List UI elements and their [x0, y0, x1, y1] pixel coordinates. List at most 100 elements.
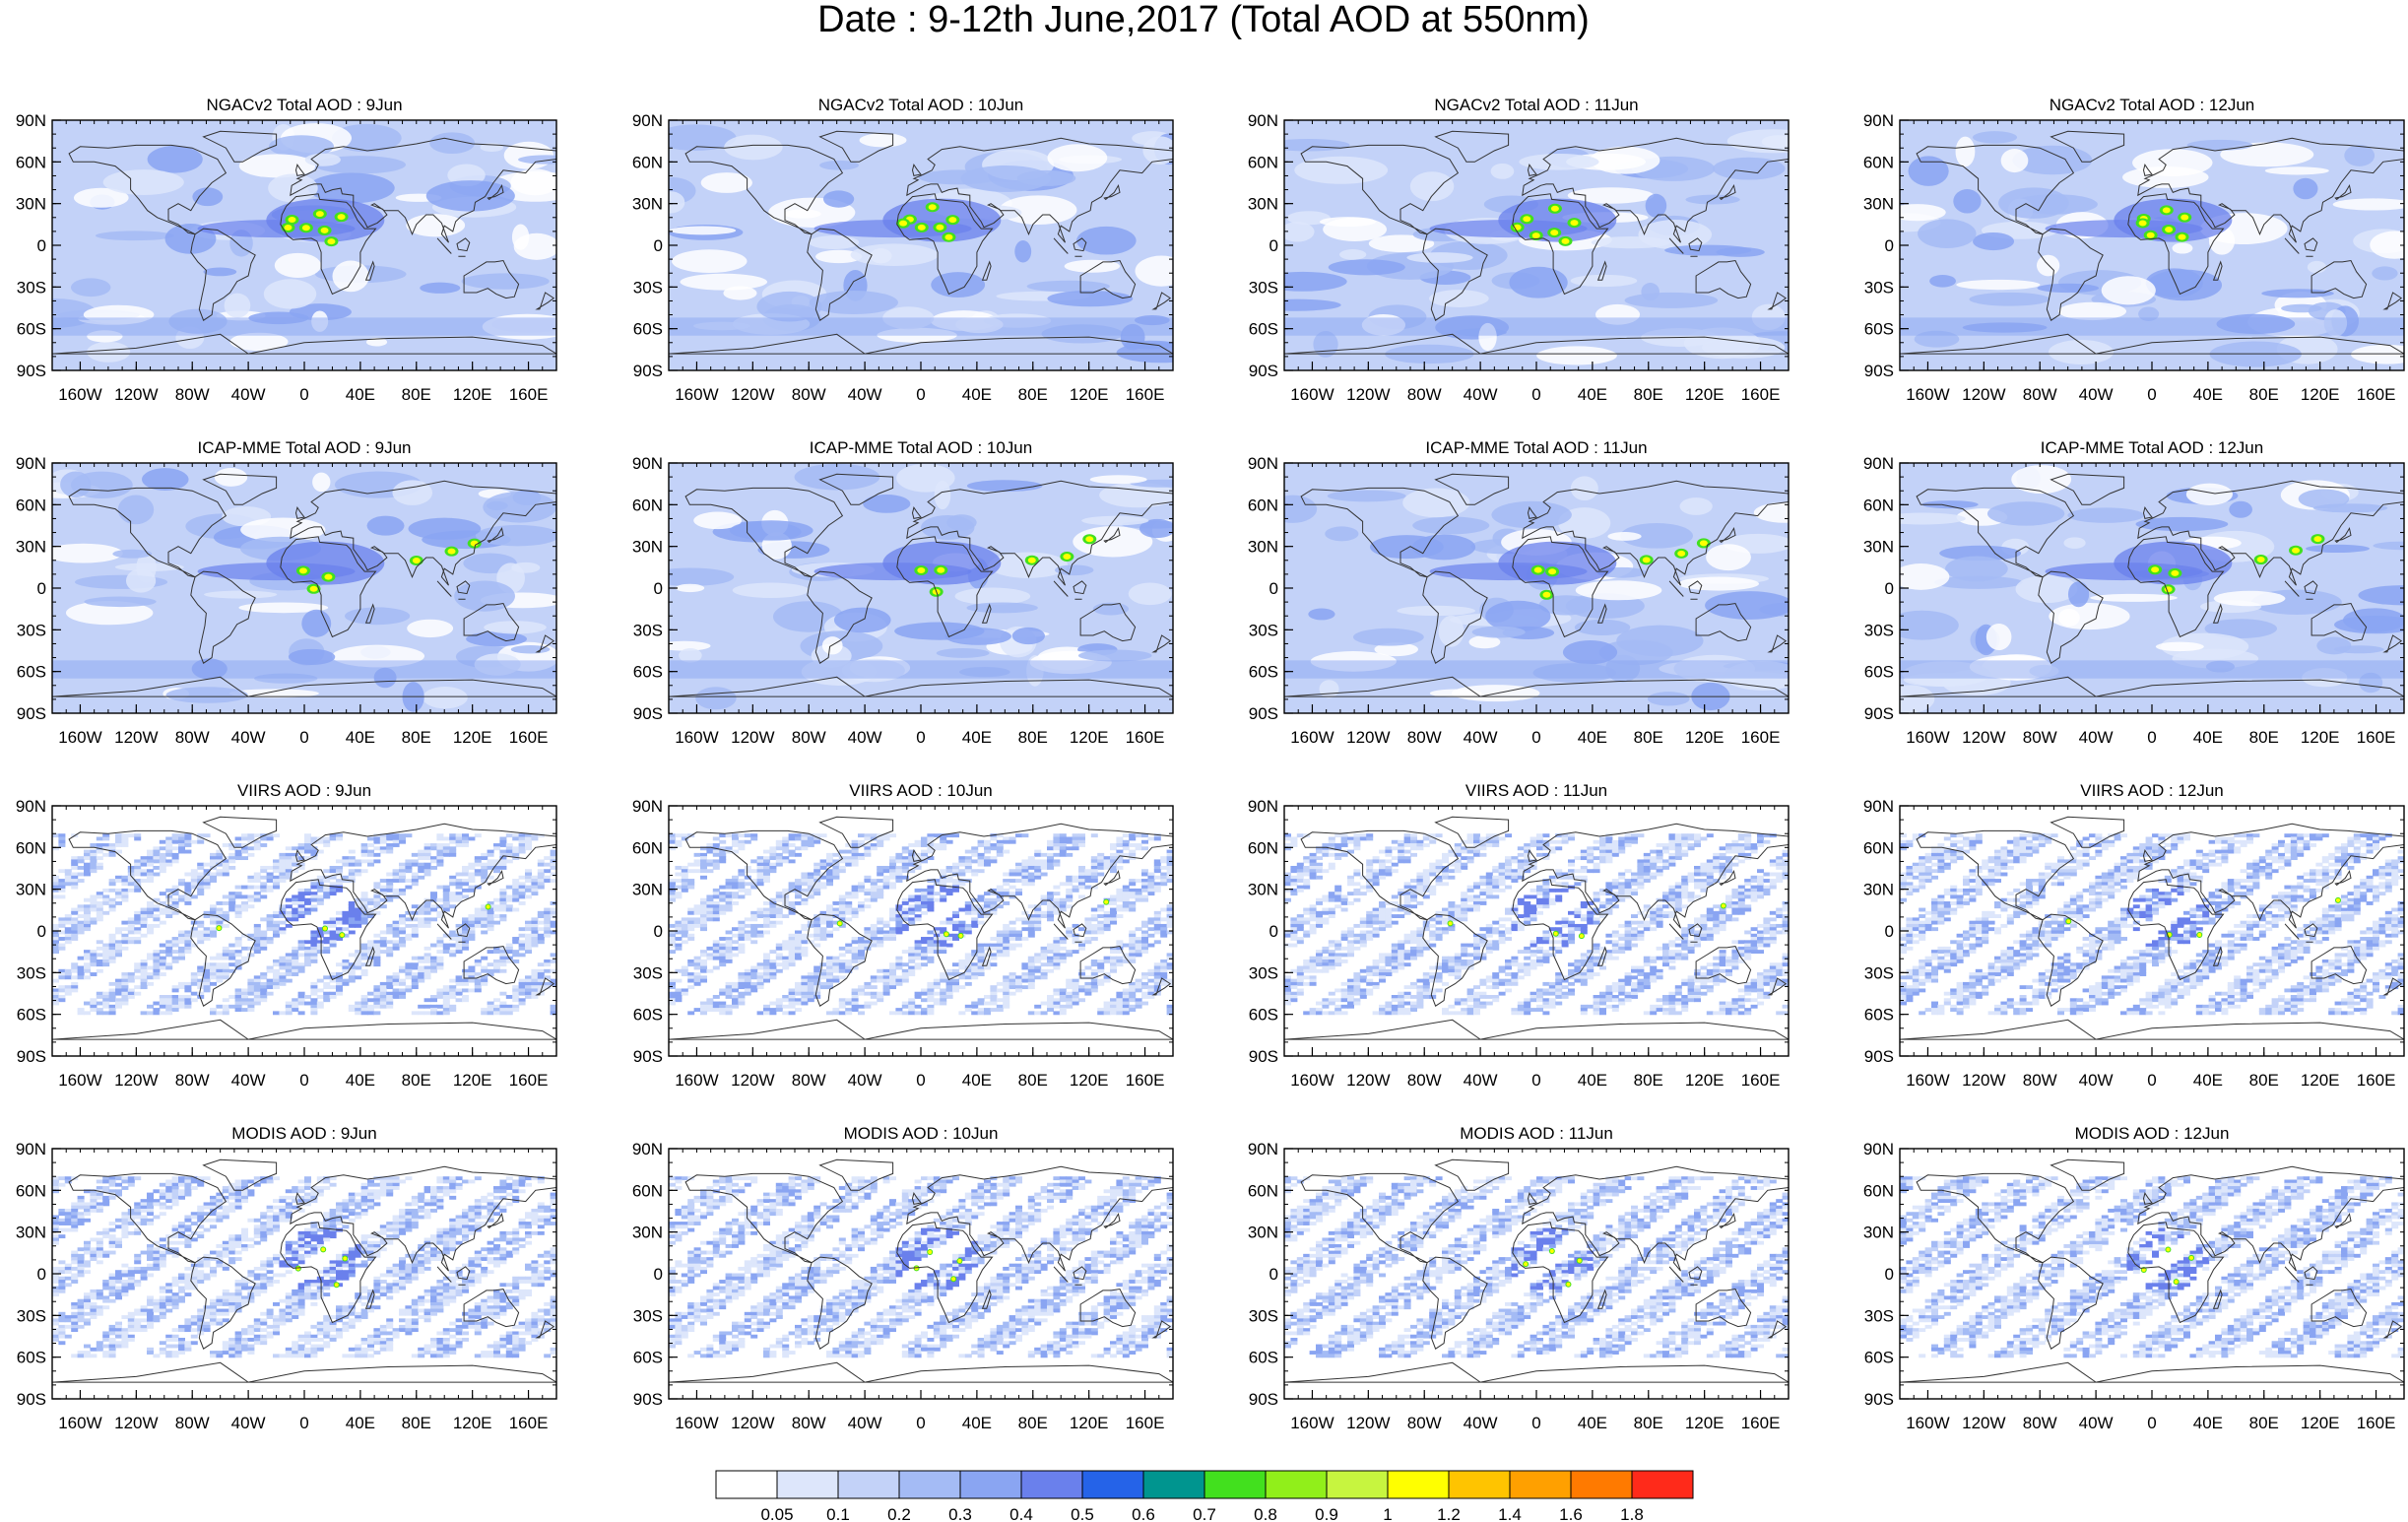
lat-tick-label: 60N	[1248, 838, 1278, 857]
lat-tick-label: 60N	[632, 153, 663, 171]
lat-tick-label: 30S	[1249, 278, 1278, 297]
lon-tick-label: 80E	[1018, 728, 1048, 747]
lon-tick-label: 120W	[114, 385, 158, 404]
lat-tick-label: 30N	[16, 881, 46, 899]
map-panel: NGACv2 Total AOD : 10Jun 90N 60N 30N 0 30S 60S…	[632, 96, 1174, 404]
lat-tick-label: 30N	[16, 195, 46, 214]
colorbar-swatch	[1387, 1470, 1450, 1499]
lat-tick-label: 30N	[1863, 538, 1894, 557]
lon-tick-label: 160W	[1290, 1414, 1334, 1432]
lat-tick-label: 90N	[16, 1140, 46, 1158]
lon-tick-label: 40W	[2079, 728, 2114, 747]
colorbar-label: 0.4	[1009, 1505, 1033, 1522]
lon-tick-label: 160E	[509, 1414, 549, 1432]
lat-tick-label: 60S	[17, 663, 46, 682]
lon-tick-label: 120W	[1962, 728, 2005, 747]
lon-tick-label: 160W	[1906, 728, 1949, 747]
lon-tick-label: 160E	[1741, 385, 1781, 404]
colorbar-swatch	[1570, 1470, 1633, 1499]
lat-tick-label: 30S	[17, 963, 46, 982]
lon-tick-label: 160E	[1126, 728, 1165, 747]
lon-tick-label: 40W	[231, 1414, 266, 1432]
lon-tick-label: 120E	[1685, 728, 1725, 747]
map-panel: MODIS AOD : 11Jun 90N 60N 30N 0 30S 60S 90S 160W…	[1248, 1124, 1790, 1432]
lat-tick-label: 0	[1885, 236, 1894, 255]
lon-tick-label: 160W	[675, 385, 718, 404]
lat-tick-label: 60S	[17, 1006, 46, 1025]
lat-tick-label: 30N	[1863, 1224, 1894, 1242]
panel-title: NGACv2 Total AOD : 9Jun	[206, 96, 402, 114]
lon-tick-label: 0	[1531, 1071, 1540, 1090]
colorbar-label: 1.6	[1559, 1505, 1583, 1522]
lat-tick-label: 90N	[1248, 454, 1278, 473]
lon-tick-label: 40W	[231, 385, 266, 404]
lon-tick-label: 160E	[1126, 385, 1165, 404]
map-panel: NGACv2 Total AOD : 11Jun 90N 60N 30N 0 30S 60S…	[1248, 96, 1790, 404]
lon-tick-label: 160W	[1290, 385, 1334, 404]
lat-tick-label: 90S	[1864, 1390, 1894, 1409]
lat-tick-label: 0	[1885, 922, 1894, 941]
lon-tick-label: 80W	[1407, 1414, 1442, 1432]
lon-tick-label: 80E	[1018, 1071, 1048, 1090]
lon-tick-label: 0	[916, 728, 925, 747]
lon-tick-label: 120W	[114, 1414, 158, 1432]
colorbar-swatch	[898, 1470, 961, 1499]
lat-tick-label: 90S	[17, 362, 46, 380]
lat-tick-label: 90S	[17, 704, 46, 723]
lon-tick-label: 120E	[2301, 1071, 2340, 1090]
lon-tick-label: 120E	[1070, 385, 1109, 404]
colorbar-label: 0.9	[1315, 1505, 1338, 1522]
lat-tick-label: 30N	[632, 195, 663, 214]
lat-tick-label: 0	[37, 1265, 46, 1284]
lat-tick-label: 90N	[1248, 1140, 1278, 1158]
lat-tick-label: 90N	[632, 111, 663, 130]
aod-field	[1900, 120, 2404, 370]
lat-tick-label: 90N	[1248, 797, 1278, 816]
lat-tick-label: 0	[1269, 579, 1278, 598]
lon-tick-label: 40W	[1464, 1414, 1498, 1432]
lon-tick-label: 0	[1531, 385, 1540, 404]
lon-tick-label: 80E	[2249, 385, 2279, 404]
lat-tick-label: 90S	[1249, 1390, 1278, 1409]
lat-tick-label: 90N	[1248, 111, 1278, 130]
lon-tick-label: 0	[2147, 1071, 2156, 1090]
lon-tick-label: 120E	[1685, 385, 1725, 404]
lon-tick-label: 120E	[2301, 728, 2340, 747]
lat-tick-label: 60N	[1863, 496, 1894, 514]
lon-tick-label: 80W	[2023, 1071, 2057, 1090]
lon-tick-label: 40E	[1578, 385, 1607, 404]
map-panel: MODIS AOD : 12Jun 90N 60N 30N 0 30S 60S 90S 160W…	[1863, 1124, 2405, 1432]
lon-tick-label: 0	[1531, 1414, 1540, 1432]
lon-tick-label: 120E	[453, 385, 492, 404]
lon-tick-label: 120E	[453, 1071, 492, 1090]
colorbar-label: 0.5	[1071, 1505, 1094, 1522]
lon-tick-label: 120W	[1962, 1071, 2005, 1090]
lat-tick-label: 30S	[1864, 1306, 1894, 1325]
colorbar-label: 0.2	[887, 1505, 911, 1522]
lon-tick-label: 80W	[792, 728, 826, 747]
lat-tick-label: 90S	[633, 1047, 663, 1066]
lat-tick-label: 30S	[1864, 621, 1894, 639]
panel-title: MODIS AOD : 11Jun	[1460, 1124, 1613, 1143]
lon-tick-label: 160E	[1126, 1071, 1165, 1090]
lat-tick-label: 90S	[17, 1047, 46, 1066]
colorbar: 0.05 0.1 0.2 0.3 0.4 0.5 0.6 0.7 0.8 0.9 1 1.2 1.4 1.…	[715, 1470, 1694, 1522]
lon-tick-label: 40E	[962, 1071, 992, 1090]
lat-tick-label: 0	[37, 922, 46, 941]
lat-tick-label: 90N	[1863, 797, 1894, 816]
lon-tick-label: 160W	[58, 1071, 101, 1090]
colorbar-label: 1.8	[1620, 1505, 1644, 1522]
lon-tick-label: 160W	[58, 385, 101, 404]
lat-tick-label: 60N	[1863, 153, 1894, 171]
lat-tick-label: 30S	[1249, 1306, 1278, 1325]
aod-field	[1284, 463, 1789, 713]
lat-tick-label: 30N	[16, 538, 46, 557]
lon-tick-label: 160W	[1906, 1414, 1949, 1432]
lat-tick-label: 90N	[1863, 111, 1894, 130]
lat-tick-label: 60S	[1864, 663, 1894, 682]
lat-tick-label: 60N	[1248, 1181, 1278, 1200]
panel-title: VIIRS AOD : 9Jun	[237, 781, 371, 800]
lat-tick-label: 0	[654, 922, 663, 941]
lon-tick-label: 120E	[1070, 1414, 1109, 1432]
